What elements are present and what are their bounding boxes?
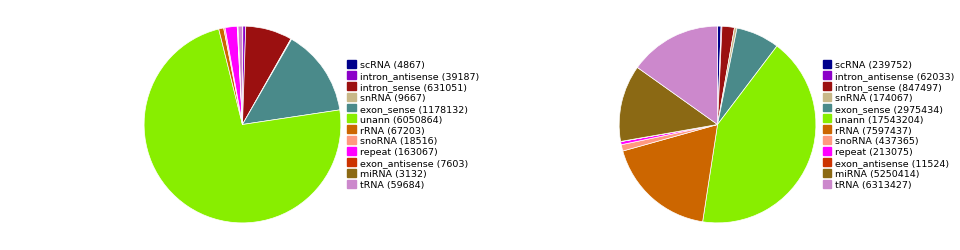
Wedge shape <box>225 27 243 125</box>
Wedge shape <box>717 27 734 125</box>
Wedge shape <box>717 28 737 125</box>
Wedge shape <box>243 27 291 125</box>
Wedge shape <box>219 29 243 125</box>
Wedge shape <box>243 27 246 125</box>
Legend: scRNA (239752), intron_antisense (62033), intron_sense (847497), snRNA (174067),: scRNA (239752), intron_antisense (62033)… <box>821 59 956 191</box>
Wedge shape <box>717 27 721 125</box>
Wedge shape <box>623 125 717 222</box>
Legend: scRNA (4867), intron_antisense (39187), intron_sense (631051), snRNA (9667), exo: scRNA (4867), intron_antisense (39187), … <box>346 59 481 191</box>
Wedge shape <box>224 28 243 125</box>
Wedge shape <box>243 40 292 125</box>
Wedge shape <box>717 27 722 125</box>
Wedge shape <box>619 68 717 142</box>
Wedge shape <box>621 125 717 152</box>
Wedge shape <box>238 27 243 125</box>
Wedge shape <box>620 125 717 145</box>
Wedge shape <box>144 30 341 223</box>
Wedge shape <box>237 27 243 125</box>
Wedge shape <box>717 29 777 125</box>
Wedge shape <box>238 27 243 125</box>
Wedge shape <box>637 27 717 125</box>
Wedge shape <box>703 47 816 223</box>
Wedge shape <box>620 125 717 142</box>
Wedge shape <box>243 40 340 125</box>
